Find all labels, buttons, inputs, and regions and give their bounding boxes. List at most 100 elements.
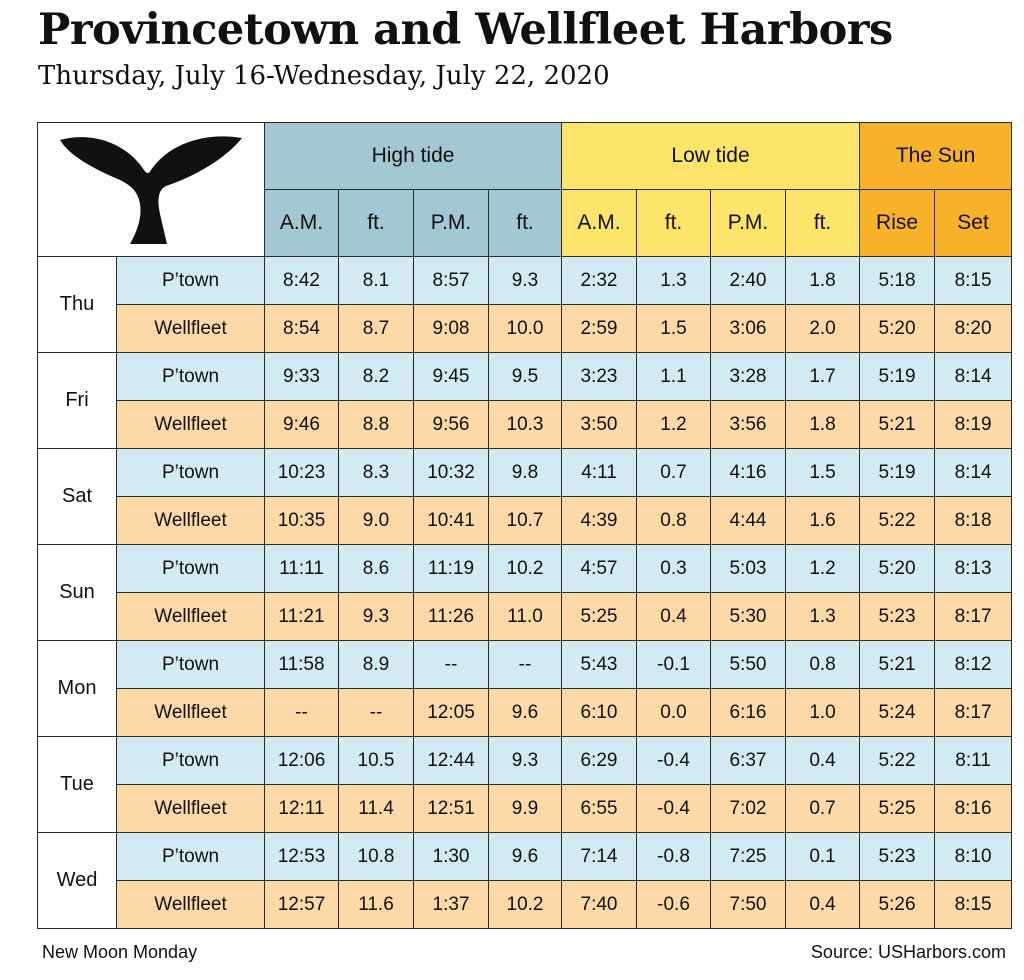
data-cell: 10:32: [413, 448, 489, 497]
data-cell: 6:29: [561, 736, 638, 785]
data-cell: 1.1: [636, 352, 712, 401]
data-cell: -0.4: [636, 784, 712, 833]
data-cell: 8.9: [338, 640, 414, 689]
day-label: Sat: [37, 448, 117, 545]
data-cell: 11:26: [413, 592, 489, 641]
data-cell: 10:41: [413, 496, 489, 545]
data-cell: 9.5: [487, 352, 563, 401]
data-cell: --: [264, 688, 339, 737]
col-sunrise: Rise: [859, 189, 936, 257]
page-subtitle: Thursday, July 16-Wednesday, July 22, 20…: [38, 61, 610, 91]
data-cell: 8:17: [934, 688, 1013, 737]
col-high-am: A.M.: [264, 189, 339, 257]
data-cell: 5:23: [859, 592, 936, 641]
data-cell: 0.0: [636, 688, 712, 737]
data-cell: 7:50: [710, 880, 787, 929]
data-cell: 8:12: [934, 640, 1013, 689]
tide-table: High tide Low tide The Sun A.M. ft. P.M.…: [37, 122, 1013, 929]
data-cell: 8:17: [934, 592, 1013, 641]
data-cell: 12:05: [413, 688, 489, 737]
data-cell: 8.2: [338, 352, 414, 401]
data-cell: 1.8: [785, 400, 861, 449]
data-cell: 1.2: [636, 400, 712, 449]
data-cell: 7:25: [710, 832, 787, 881]
source-credit: Source: USHarbors.com: [810, 942, 1006, 962]
data-cell: 3:50: [561, 400, 638, 449]
data-cell: 0.3: [636, 544, 712, 593]
data-cell: 3:23: [561, 352, 638, 401]
data-cell: 10.2: [487, 544, 563, 593]
data-cell: 5:50: [710, 640, 787, 689]
data-cell: 5:21: [859, 640, 936, 689]
whale-tail-icon: [60, 135, 242, 244]
location-label: Wellfleet: [116, 304, 265, 353]
data-cell: 5:25: [859, 784, 936, 833]
data-cell: 1.8: [785, 256, 861, 305]
table-row: Wellfleet 12:11 11.4 12:51 9.9 6:55 -0.4 7:02 0.…: [38, 784, 1013, 833]
data-cell: 8.8: [338, 400, 414, 449]
data-cell: 5:26: [859, 880, 936, 929]
data-cell: 8.3: [338, 448, 414, 497]
data-cell: 0.4: [785, 736, 861, 785]
table-row: Wellfleet 10:35 9.0 10:41 10.7 4:39 0.8 4:44 1.6…: [38, 496, 1013, 545]
day-label: Sun: [37, 544, 117, 641]
table-row: Wellfleet -- -- 12:05 9.6 6:10 0.0 6:16 1.0 5:24 8…: [38, 688, 1013, 737]
location-label: P’town: [116, 256, 265, 305]
data-cell: 0.8: [636, 496, 712, 545]
moon-note: New Moon Monday: [42, 942, 198, 962]
data-cell: 8:15: [934, 256, 1013, 305]
table-row: Tue P’town 12:06 10.5 12:44 9.3 6:29 -0.4 6:37 0.…: [37, 736, 1013, 833]
data-cell: 10.3: [487, 400, 563, 449]
tide-table-body: Thu P’town 8:42 8.1 8:57 9.3 2:32 1.3 2:40 1.8 5:1…: [37, 256, 1013, 929]
table-row: Wellfleet 9:46 8.8 9:56 10.3 3:50 1.2 3:56 1.8 5:…: [38, 400, 1013, 449]
data-cell: 10.5: [338, 736, 414, 785]
data-cell: 8:19: [934, 400, 1013, 449]
data-cell: 11:11: [264, 544, 339, 593]
data-cell: 7:14: [561, 832, 638, 881]
col-low-pm: P.M.: [710, 189, 787, 257]
data-cell: 2:40: [710, 256, 787, 305]
data-cell: 8:11: [934, 736, 1013, 785]
data-cell: 8.7: [338, 304, 414, 353]
table-row: Sat P’town 10:23 8.3 10:32 9.8 4:11 0.7 4:16 1.5 5…: [37, 448, 1013, 545]
location-label: P’town: [116, 640, 265, 689]
data-cell: 3:28: [710, 352, 787, 401]
data-cell: 1:37: [413, 880, 489, 929]
data-cell: 1.6: [785, 496, 861, 545]
data-cell: 1.2: [785, 544, 861, 593]
data-cell: 6:16: [710, 688, 787, 737]
data-cell: 4:11: [561, 448, 638, 497]
day-label: Tue: [37, 736, 117, 833]
data-cell: 3:56: [710, 400, 787, 449]
data-cell: 9:45: [413, 352, 489, 401]
data-cell: 11:21: [264, 592, 339, 641]
location-label: Wellfleet: [116, 688, 265, 737]
col-sunset: Set: [934, 189, 1013, 257]
data-cell: 12:51: [413, 784, 489, 833]
data-cell: 10.0: [487, 304, 563, 353]
col-low-am: A.M.: [561, 189, 638, 257]
data-cell: 6:37: [710, 736, 787, 785]
data-cell: 5:19: [859, 352, 936, 401]
high-tide-header: High tide: [263, 122, 563, 190]
table-row: Wellfleet 8:54 8.7 9:08 10.0 2:59 1.5 3:06 2.0 5:…: [38, 304, 1013, 353]
table-row: Sun P’town 11:11 8.6 11:19 10.2 4:57 0.3 5:03 1.2…: [37, 544, 1013, 641]
data-cell: 12:53: [264, 832, 339, 881]
data-cell: 1.5: [785, 448, 861, 497]
data-cell: 5:21: [859, 400, 936, 449]
data-cell: 4:57: [561, 544, 638, 593]
table-row: Thu P’town 8:42 8.1 8:57 9.3 2:32 1.3 2:40 1.8 5:1…: [37, 256, 1013, 353]
data-cell: 1.7: [785, 352, 861, 401]
data-cell: --: [487, 640, 563, 689]
location-label: P’town: [116, 736, 265, 785]
data-cell: 8.6: [338, 544, 414, 593]
page-title: Provincetown and Wellfleet Harbors: [38, 5, 893, 55]
data-cell: 5:23: [859, 832, 936, 881]
data-cell: 9.3: [338, 592, 414, 641]
data-cell: 2:32: [561, 256, 638, 305]
data-cell: 8.1: [338, 256, 414, 305]
data-cell: -0.4: [636, 736, 712, 785]
data-cell: 11.4: [338, 784, 414, 833]
col-high-pm-ft: ft.: [487, 189, 563, 257]
data-cell: 5:30: [710, 592, 787, 641]
